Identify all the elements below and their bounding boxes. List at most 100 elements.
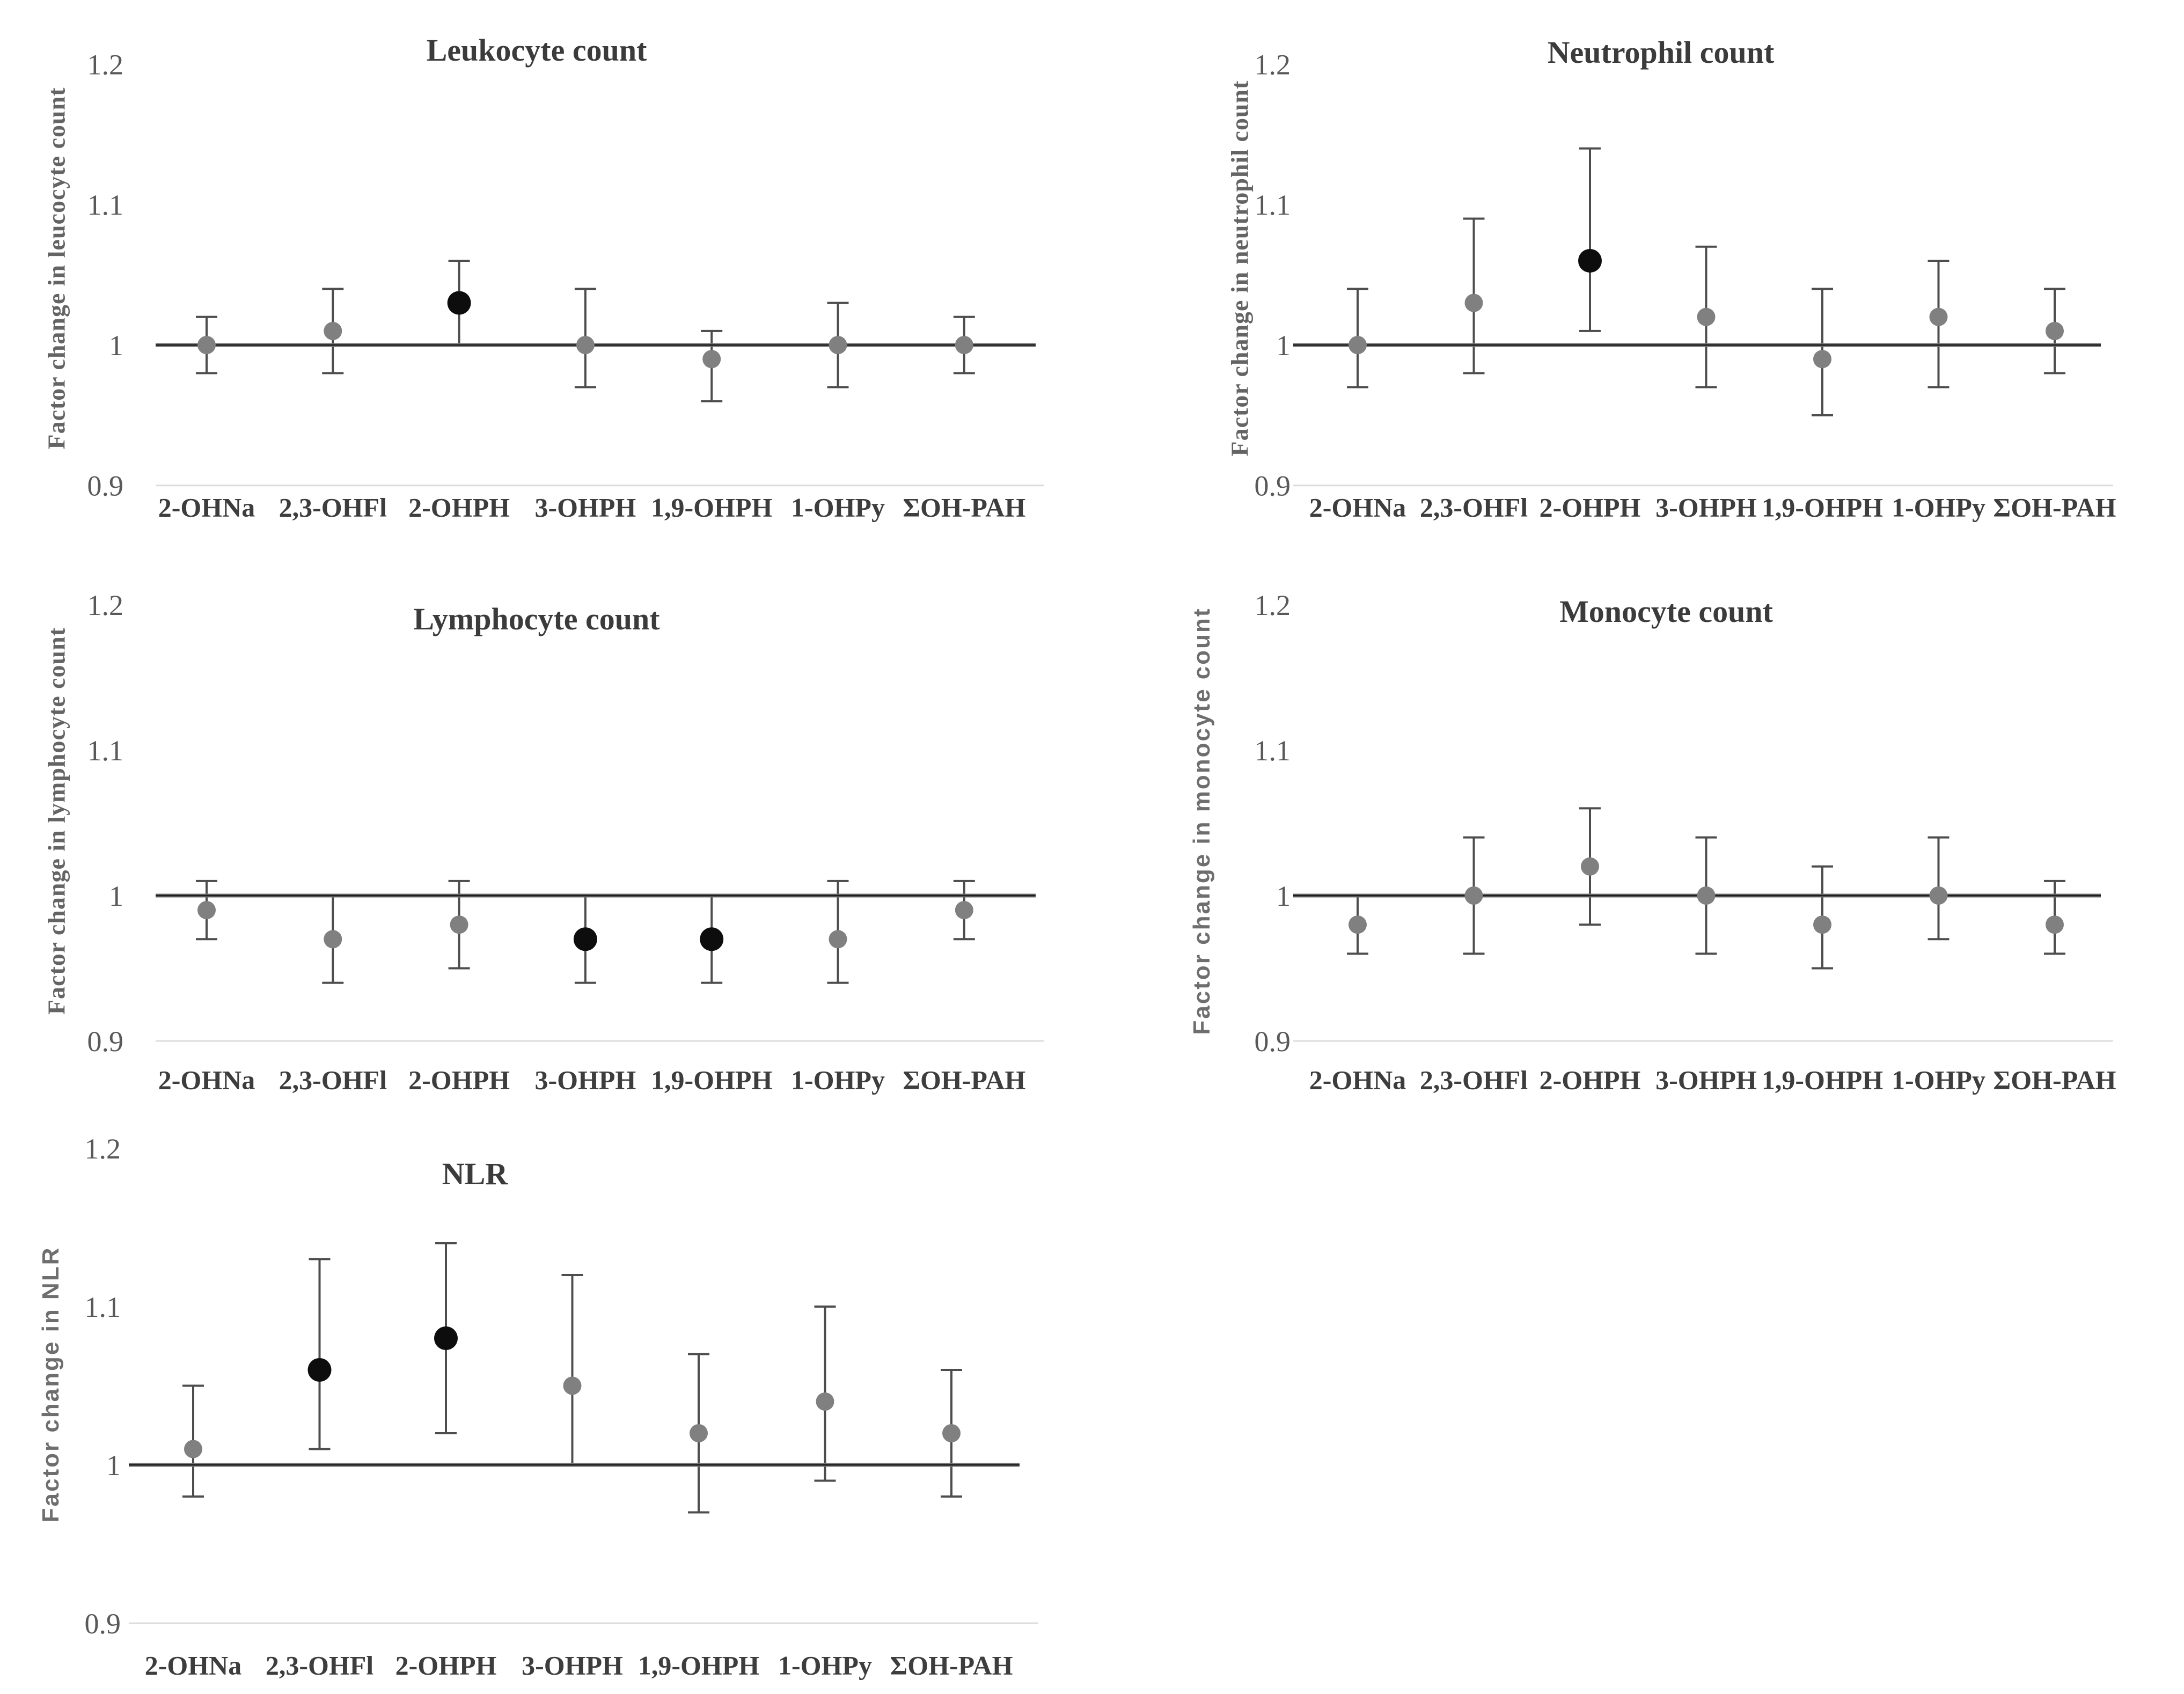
x-category-label: 3-OHPH	[1655, 493, 1757, 523]
x-category-label: 3-OHPH	[534, 1065, 636, 1095]
chart-title: Lymphocyte count	[413, 602, 660, 636]
data-point	[576, 336, 595, 354]
data-point	[816, 1392, 834, 1411]
data-point	[1348, 915, 1367, 934]
data-point	[1581, 857, 1599, 876]
x-category-label: 2-OHNa	[158, 493, 255, 523]
data-point	[324, 930, 342, 949]
x-category-label: ΣOH-PAH	[1994, 1065, 2116, 1095]
data-point	[1813, 915, 1831, 934]
x-category-label: 2,3-OHFl	[266, 1651, 373, 1681]
data-point	[690, 1424, 708, 1442]
y-tick-label: 1.2	[87, 589, 124, 621]
data-point	[1813, 350, 1831, 369]
data-point	[1929, 886, 1948, 905]
plot-area-nlr-monocyte: 1.2 1.1 1 0.9 2-OHNa 2,3-OHFl 2-OHPH 3-OHPH 1,9-…	[1255, 589, 2116, 1095]
data-point	[829, 336, 847, 354]
data-point	[197, 336, 216, 354]
data-point	[1697, 307, 1716, 326]
y-tick-label: 0.9	[1255, 1025, 1291, 1058]
y-tick-label: 1	[106, 1449, 121, 1482]
x-category-label: 2-OHNa	[158, 1065, 255, 1095]
data-point	[942, 1424, 961, 1442]
y-tick-label: 1.1	[87, 189, 124, 221]
data-point	[955, 901, 973, 920]
x-category-label: 1-OHPy	[791, 1065, 885, 1095]
x-category-label: 1-OHPy	[1892, 493, 1985, 523]
x-category-label: 2-OHNa	[145, 1651, 242, 1681]
y-tick-label: 1	[109, 329, 123, 362]
x-category-label: 2-OHPH	[408, 493, 510, 523]
x-category-label: 3-OHPH	[1655, 1065, 1757, 1095]
x-category-label: 1-OHPy	[778, 1651, 872, 1681]
y-tick-label: 1.1	[87, 735, 124, 767]
y-tick-label: 1	[1276, 880, 1291, 912]
y-tick-label: 0.9	[87, 470, 124, 502]
x-category-label: 1,9-OHPH	[651, 493, 772, 523]
chart-title: Neutrophil count	[1547, 35, 1775, 70]
chart-title: Monocyte count	[1559, 594, 1773, 629]
data-point	[1348, 336, 1367, 354]
chart-title: NLR	[442, 1156, 508, 1191]
x-category-label: 1,9-OHPH	[638, 1651, 759, 1681]
y-tick-label: 1	[1276, 329, 1291, 362]
data-point	[702, 350, 721, 369]
x-category-label: 2-OHPH	[408, 1065, 510, 1095]
x-category-label: 2-OHPH	[1540, 493, 1641, 523]
x-category-label: 3-OHPH	[522, 1651, 623, 1681]
x-category-label: 1-OHPy	[1892, 1065, 1985, 1095]
y-tick-label: 1.2	[1255, 49, 1291, 81]
x-category-label: 3-OHPH	[534, 493, 636, 523]
chart-panel-nlr: NLR Factor change in NLR 1.2 1.1 1 0.9 2-OHN…	[0, 1116, 1057, 1694]
data-point	[450, 915, 468, 934]
data-point	[324, 321, 342, 340]
data-point	[447, 291, 471, 315]
x-category-label: 2,3-OHFl	[1420, 493, 1528, 523]
x-category-label: ΣOH-PAH	[890, 1651, 1013, 1681]
x-category-label: 2-OHNa	[1309, 1065, 1406, 1095]
chart-panel-monocyte: Monocyte count Factor change in monocyte…	[1127, 547, 2184, 1115]
y-tick-label: 0.9	[87, 1025, 124, 1058]
data-point	[2046, 915, 2064, 934]
plot-area-nlr: 1.2 1.1 1 0.9 2-OHNa 2,3-OHFl 2-OHPH 3-OHPH 1,9-…	[85, 1133, 1038, 1681]
x-category-label: ΣOH-PAH	[903, 1065, 1025, 1095]
y-tick-label: 1.1	[85, 1291, 121, 1323]
x-category-label: 2,3-OHFl	[279, 493, 387, 523]
data-point	[184, 1440, 202, 1458]
data-point	[829, 930, 847, 949]
y-tick-label: 1.1	[1255, 189, 1291, 221]
y-tick-label: 1	[109, 880, 123, 912]
x-category-label: 2-OHPH	[395, 1651, 497, 1681]
x-category-label: 1,9-OHPH	[1762, 1065, 1883, 1095]
data-point	[434, 1326, 458, 1350]
x-category-label: ΣOH-PAH	[903, 493, 1025, 523]
data-point	[307, 1358, 332, 1382]
y-tick-label: 1.1	[1255, 735, 1291, 767]
plot-area-neutrophil: 1.2 1.1 1 0.9 2-OHNa 2,3-OHFl 2-OHPH 3-OHPH 1,9-…	[1255, 49, 2116, 523]
data-point	[700, 927, 724, 951]
x-category-label: 1,9-OHPH	[1762, 493, 1883, 523]
y-tick-label: 1.2	[1255, 589, 1291, 621]
data-point	[1464, 886, 1483, 905]
data-point	[1578, 248, 1602, 273]
y-tick-label: 0.9	[1255, 470, 1291, 502]
plot-area-lymphocyte: 1.2 1.1 1 0.9 2-OHNa 2,3-OHFl 2-OHPH 3-OHPH 1,9-…	[87, 589, 1044, 1095]
x-category-label: ΣOH-PAH	[1994, 493, 2116, 523]
data-point	[2046, 321, 2064, 340]
chart-panel-neutrophil: Neutrophil count Factor change in neutro…	[1127, 0, 2184, 545]
x-category-label: 2,3-OHFl	[1420, 1065, 1528, 1095]
x-category-label: 1-OHPy	[791, 493, 885, 523]
data-point	[197, 901, 216, 920]
plot-area-leukocyte: 1.2 1.1 1 0.9 2-OHNa 2,3-OHFl 2-OHPH 3-OHPH 1,9-…	[87, 49, 1044, 523]
data-point	[563, 1376, 582, 1395]
y-tick-label: 1.2	[85, 1133, 121, 1165]
y-tick-label: 0.9	[85, 1608, 121, 1640]
y-tick-label: 1.2	[87, 49, 124, 81]
data-point	[955, 336, 973, 354]
x-category-label: 2-OHPH	[1540, 1065, 1641, 1095]
data-point	[1929, 307, 1948, 326]
chart-panel-lymphocyte: Lymphocyte count Factor change in lympho…	[0, 547, 1057, 1115]
chart-title: Leukocyte count	[426, 33, 647, 68]
x-category-label: 2-OHNa	[1309, 493, 1406, 523]
